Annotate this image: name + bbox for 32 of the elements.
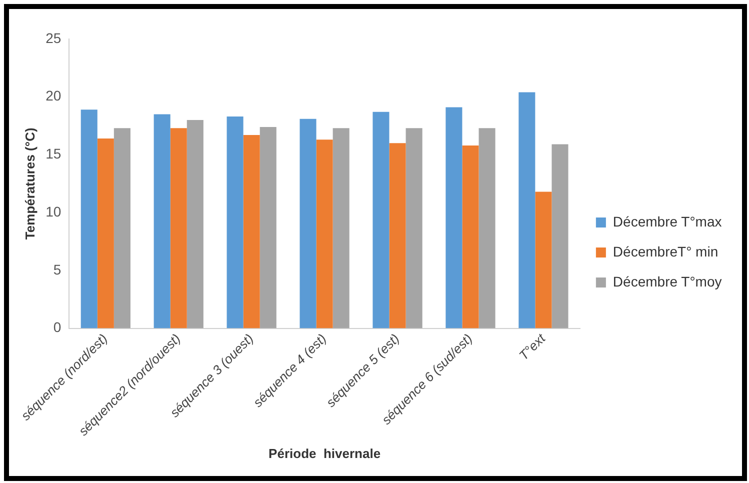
bar <box>80 110 98 328</box>
bar <box>389 143 406 328</box>
legend-label: DécembreT° min <box>612 243 718 260</box>
bar <box>226 116 244 328</box>
bar <box>186 120 204 328</box>
bar <box>97 138 114 328</box>
y-axis-title: Températures (°C) <box>22 128 38 240</box>
y-tick-label: 20 <box>46 88 62 104</box>
y-tick-label: 10 <box>46 203 62 220</box>
x-axis-title: Période hivernale <box>268 446 381 461</box>
bar <box>552 144 568 328</box>
bar <box>260 126 276 328</box>
bar <box>332 128 350 328</box>
bar <box>154 114 170 328</box>
bar <box>406 128 422 328</box>
bar <box>170 128 187 328</box>
bar <box>446 107 462 328</box>
bar <box>316 140 333 328</box>
bar <box>114 128 130 328</box>
bar <box>462 145 479 328</box>
bar <box>243 135 260 328</box>
y-tick-label: 5 <box>53 261 62 278</box>
y-tick-label: 0 <box>53 319 62 336</box>
bar <box>478 128 496 328</box>
bar <box>518 92 536 328</box>
legend-label: Décembre T°max <box>612 213 722 230</box>
y-tick-label: 25 <box>46 30 62 46</box>
bar <box>535 192 552 328</box>
bar <box>300 118 316 328</box>
y-tick-label: 15 <box>46 146 62 162</box>
bar <box>372 112 390 328</box>
legend-label: Décembre T°moy <box>612 273 722 290</box>
